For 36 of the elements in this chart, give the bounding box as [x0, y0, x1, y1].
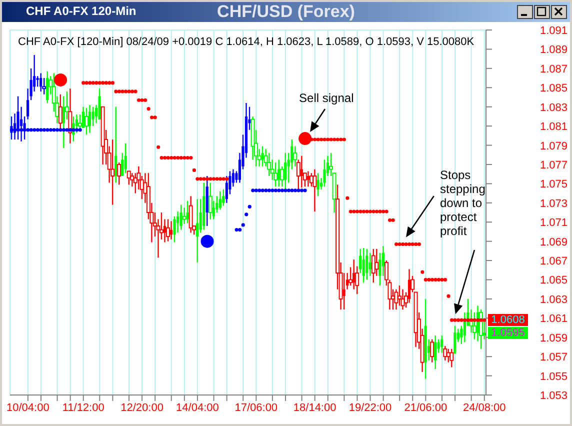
annotation: Sell signal [299, 90, 354, 105]
y-tick-label: 1.087 [540, 63, 568, 76]
y-tick-label: 1.085 [540, 82, 568, 95]
y-tick-label: 1.055 [540, 370, 568, 383]
y-tick-label: 1.081 [540, 121, 568, 134]
y-tick-label: 1.067 [540, 256, 568, 268]
chart-title: CHF/USD (Forex) [217, 2, 355, 21]
x-tick-label: 11/12:00 [62, 402, 104, 414]
y-tick-label: 1.075 [540, 178, 568, 191]
x-tick-label: 19/22:00 [348, 402, 392, 414]
y-tick-label: 1.059 [540, 332, 568, 344]
text: CHF A0-FX 120-Min [26, 4, 136, 18]
x-tick-label: 18/14:00 [293, 402, 336, 414]
y-tick-label: 1.077 [540, 159, 568, 172]
y-tick-label: 1.061 [540, 313, 568, 326]
text: CHF A0-FX [120-Min] 08/24/09 +0.0019 C 1.0614, H 1.0623, L 1.0589, O 1.0593, V 15.0080K [18, 36, 474, 48]
x-tick-label: 17/06:00 [234, 402, 278, 414]
x-tick-label: 21/06:00 [404, 402, 448, 414]
y-tick-label: 1.083 [540, 102, 568, 114]
x-tick-label: 12/20:00 [120, 402, 164, 414]
annotation: 1.0595 [488, 326, 528, 339]
annotation: Stops stepping down to protect profit [440, 168, 486, 238]
y-tick-label: 1.089 [540, 44, 568, 56]
x-tick-label: 24/08:00 [462, 402, 506, 414]
annotation: 1.0608 [488, 314, 528, 326]
x-tick-label: 14/04:00 [176, 402, 219, 414]
x-tick-label: 10/04:00 [6, 402, 50, 414]
y-tick-label: 1.069 [540, 236, 568, 248]
y-tick-label: 1.091 [540, 25, 568, 37]
y-tick-label: 1.079 [540, 140, 568, 152]
y-tick-label: 1.063 [540, 294, 568, 306]
y-tick-label: 1.057 [540, 352, 568, 364]
y-tick-label: 1.071 [540, 217, 568, 230]
y-tick-label: 1.065 [540, 274, 568, 287]
y-tick-label: 1.073 [540, 198, 568, 210]
y-tick-label: 1.053 [540, 390, 568, 402]
